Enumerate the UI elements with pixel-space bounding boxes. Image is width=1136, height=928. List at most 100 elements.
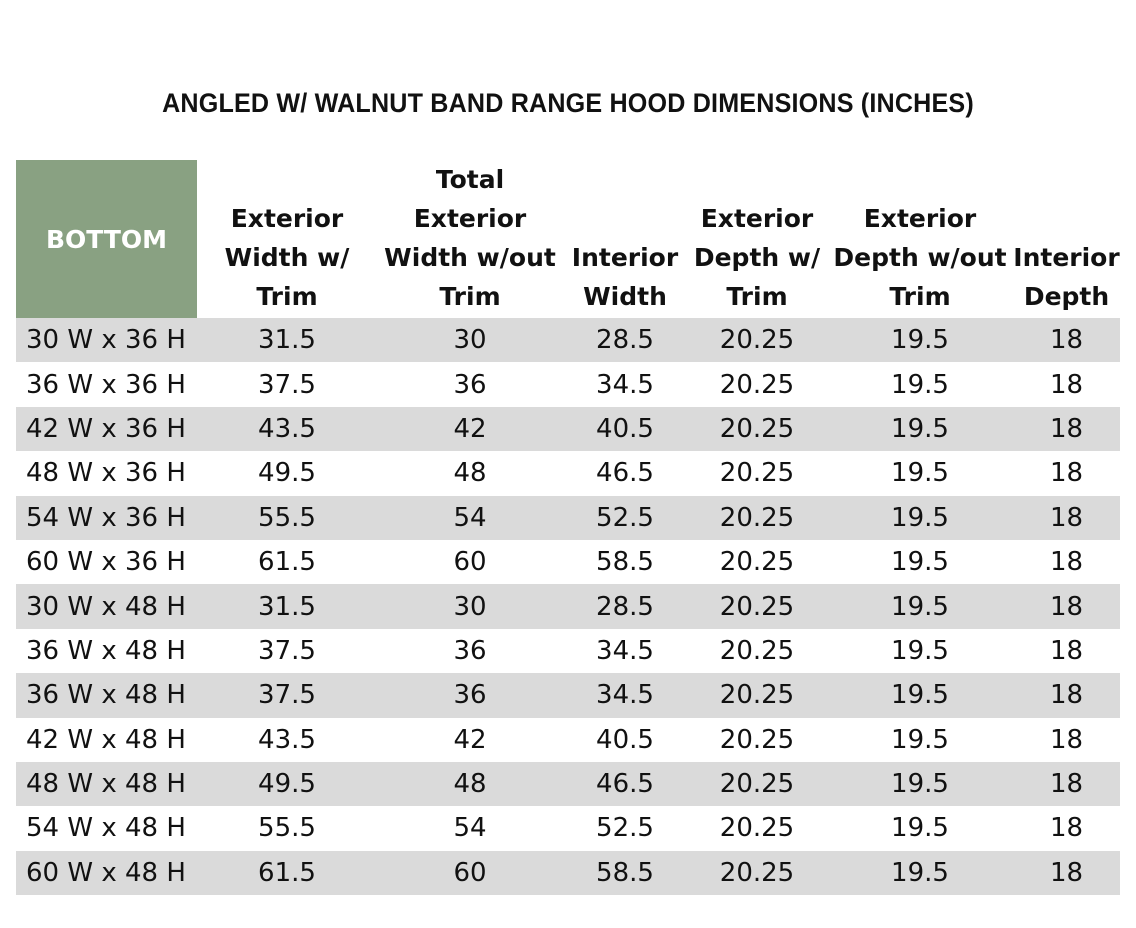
table-row: 60 W x 48 H 61.5 60 58.5 20.25 19.5 18 xyxy=(16,850,1120,896)
table-cell: 49.5 xyxy=(197,451,377,496)
table-cell: 20.25 xyxy=(687,761,827,807)
table-cell: 18 xyxy=(1013,406,1120,452)
table-header: BOTTOM Exterior Width w/ Trim Total Exter… xyxy=(16,160,1120,318)
column-header-label: Interior Width xyxy=(571,243,679,311)
table-cell: 19.5 xyxy=(827,584,1013,629)
row-label: 54 W x 36 H xyxy=(16,495,197,540)
table-cell: 18 xyxy=(1013,673,1120,718)
column-header-label: Interior Depth xyxy=(1013,243,1120,311)
column-header: Total Exterior Width w/out Trim xyxy=(377,160,563,318)
table-cell: 30 xyxy=(377,584,563,629)
table-cell: 60 xyxy=(377,539,563,585)
table-cell: 18 xyxy=(1013,850,1120,896)
table-cell: 19.5 xyxy=(827,850,1013,896)
table-cell: 54 xyxy=(377,495,563,540)
table-cell: 46.5 xyxy=(563,451,687,496)
table-cell: 18 xyxy=(1013,717,1120,762)
table-cell: 40.5 xyxy=(563,406,687,452)
table-cell: 20.25 xyxy=(687,495,827,540)
table-row: 60 W x 36 H 61.5 60 58.5 20.25 19.5 18 xyxy=(16,539,1120,585)
table-cell: 37.5 xyxy=(197,628,377,674)
table-cell: 18 xyxy=(1013,539,1120,585)
table-cell: 20.25 xyxy=(687,628,827,674)
row-label: 48 W x 48 H xyxy=(16,761,197,807)
table-cell: 36 xyxy=(377,362,563,407)
table-cell: 18 xyxy=(1013,806,1120,851)
table-cell: 36 xyxy=(377,673,563,718)
row-label: 36 W x 48 H xyxy=(16,628,197,674)
table-cell: 58.5 xyxy=(563,539,687,585)
table-cell: 19.5 xyxy=(827,761,1013,807)
table-cell: 43.5 xyxy=(197,717,377,762)
table-row: 48 W x 48 H 49.5 48 46.5 20.25 19.5 18 xyxy=(16,761,1120,807)
table-cell: 34.5 xyxy=(563,673,687,718)
table-cell: 46.5 xyxy=(563,761,687,807)
table-cell: 19.5 xyxy=(827,539,1013,585)
table-cell: 34.5 xyxy=(563,362,687,407)
table-row: 36 W x 48 H 37.5 36 34.5 20.25 19.5 18 xyxy=(16,673,1120,718)
row-label: 54 W x 48 H xyxy=(16,806,197,851)
table-cell: 43.5 xyxy=(197,406,377,452)
column-header: Interior Width xyxy=(563,160,687,318)
column-header: Exterior Depth w/out Trim xyxy=(827,160,1013,318)
table-row: 48 W x 36 H 49.5 48 46.5 20.25 19.5 18 xyxy=(16,451,1120,496)
table-cell: 19.5 xyxy=(827,362,1013,407)
table-cell: 20.25 xyxy=(687,451,827,496)
table-cell: 18 xyxy=(1013,584,1120,629)
table-cell: 52.5 xyxy=(563,806,687,851)
corner-label: BOTTOM xyxy=(45,224,168,254)
table-cell: 37.5 xyxy=(197,362,377,407)
table-cell: 18 xyxy=(1013,495,1120,540)
table-row: 36 W x 36 H 37.5 36 34.5 20.25 19.5 18 xyxy=(16,362,1120,407)
table-row: 54 W x 36 H 55.5 54 52.5 20.25 19.5 18 xyxy=(16,495,1120,540)
table-cell: 20.25 xyxy=(687,806,827,851)
table-cell: 20.25 xyxy=(687,717,827,762)
row-label: 60 W x 48 H xyxy=(16,850,197,896)
column-header-label: Exterior Depth w/ Trim xyxy=(693,204,821,311)
table-cell: 49.5 xyxy=(197,761,377,807)
table-body: 30 W x 36 H 31.5 30 28.5 20.25 19.5 18 36 W x 3… xyxy=(16,318,1120,896)
table-cell: 20.25 xyxy=(687,318,827,363)
table-cell: 61.5 xyxy=(197,850,377,896)
header-row: BOTTOM Exterior Width w/ Trim Total Exter… xyxy=(16,160,1120,318)
row-label: 42 W x 48 H xyxy=(16,717,197,762)
table-cell: 20.25 xyxy=(687,539,827,585)
table-cell: 28.5 xyxy=(563,318,687,363)
table-cell: 36 xyxy=(377,628,563,674)
table-cell: 20.25 xyxy=(687,673,827,718)
table-cell: 31.5 xyxy=(197,584,377,629)
table-row: 30 W x 36 H 31.5 30 28.5 20.25 19.5 18 xyxy=(16,318,1120,363)
column-header-label: Exterior Depth w/out Trim xyxy=(833,204,1007,311)
table-cell: 28.5 xyxy=(563,584,687,629)
table-cell: 19.5 xyxy=(827,628,1013,674)
table-cell: 19.5 xyxy=(827,495,1013,540)
table-cell: 55.5 xyxy=(197,495,377,540)
column-header: Exterior Depth w/ Trim xyxy=(687,160,827,318)
table-cell: 18 xyxy=(1013,451,1120,496)
table-cell: 19.5 xyxy=(827,406,1013,452)
table-cell: 48 xyxy=(377,761,563,807)
table-cell: 20.25 xyxy=(687,362,827,407)
row-label: 60 W x 36 H xyxy=(16,539,197,585)
row-label: 30 W x 36 H xyxy=(16,318,197,363)
table-cell: 37.5 xyxy=(197,673,377,718)
table-cell: 60 xyxy=(377,850,563,896)
table-row: 42 W x 48 H 43.5 42 40.5 20.25 19.5 18 xyxy=(16,717,1120,762)
table-cell: 18 xyxy=(1013,628,1120,674)
table-cell: 31.5 xyxy=(197,318,377,363)
table-row: 36 W x 48 H 37.5 36 34.5 20.25 19.5 18 xyxy=(16,628,1120,674)
table-cell: 20.25 xyxy=(687,850,827,896)
table-cell: 30 xyxy=(377,318,563,363)
corner-header: BOTTOM xyxy=(16,160,197,318)
table-cell: 19.5 xyxy=(827,318,1013,363)
table-cell: 19.5 xyxy=(827,673,1013,718)
column-header: Exterior Width w/ Trim xyxy=(197,160,377,318)
table-cell: 42 xyxy=(377,717,563,762)
table-cell: 54 xyxy=(377,806,563,851)
table-cell: 18 xyxy=(1013,318,1120,363)
table-cell: 52.5 xyxy=(563,495,687,540)
table-cell: 48 xyxy=(377,451,563,496)
table-row: 54 W x 48 H 55.5 54 52.5 20.25 19.5 18 xyxy=(16,806,1120,851)
row-label: 36 W x 36 H xyxy=(16,362,197,407)
page-title: ANGLED W/ WALNUT BAND RANGE HOOD DIMENSI… xyxy=(162,88,974,118)
